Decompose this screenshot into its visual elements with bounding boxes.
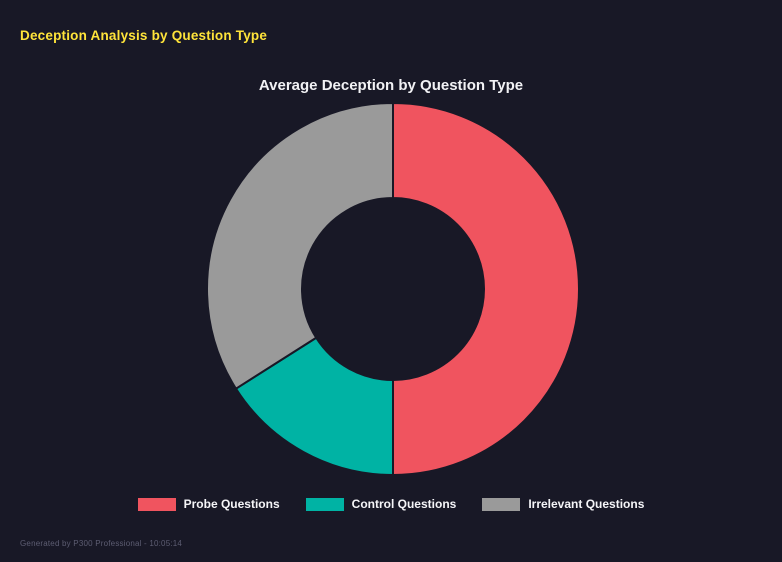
legend-swatch-control (305, 497, 344, 511)
donut-segment-1[interactable] (234, 336, 394, 477)
legend-swatch-probe (137, 497, 176, 511)
legend-swatch-irrelevant (482, 497, 521, 511)
legend-item-probe[interactable]: Probe Questions (137, 497, 280, 511)
legend-item-control[interactable]: Control Questions (305, 497, 457, 511)
legend-label-control: Control Questions (351, 497, 457, 511)
legend-label-irrelevant: Irrelevant Questions (528, 497, 645, 511)
donut-segment-0[interactable] (392, 101, 580, 477)
page-title: Deception Analysis by Question Type (20, 28, 268, 43)
chart-title: Average Deception by Question Type (258, 77, 524, 94)
chart-legend: Probe Questions Control Questions Irrele… (0, 497, 782, 511)
legend-label-probe: Probe Questions (183, 497, 280, 511)
donut-segment-2[interactable] (206, 101, 394, 391)
legend-item-irrelevant[interactable]: Irrelevant Questions (482, 497, 644, 511)
footer-text: Generated by P300 Professional - 10:05:1… (20, 539, 183, 548)
